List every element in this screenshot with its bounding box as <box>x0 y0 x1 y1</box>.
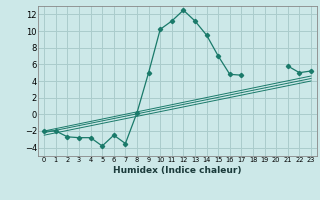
X-axis label: Humidex (Indice chaleur): Humidex (Indice chaleur) <box>113 166 242 175</box>
